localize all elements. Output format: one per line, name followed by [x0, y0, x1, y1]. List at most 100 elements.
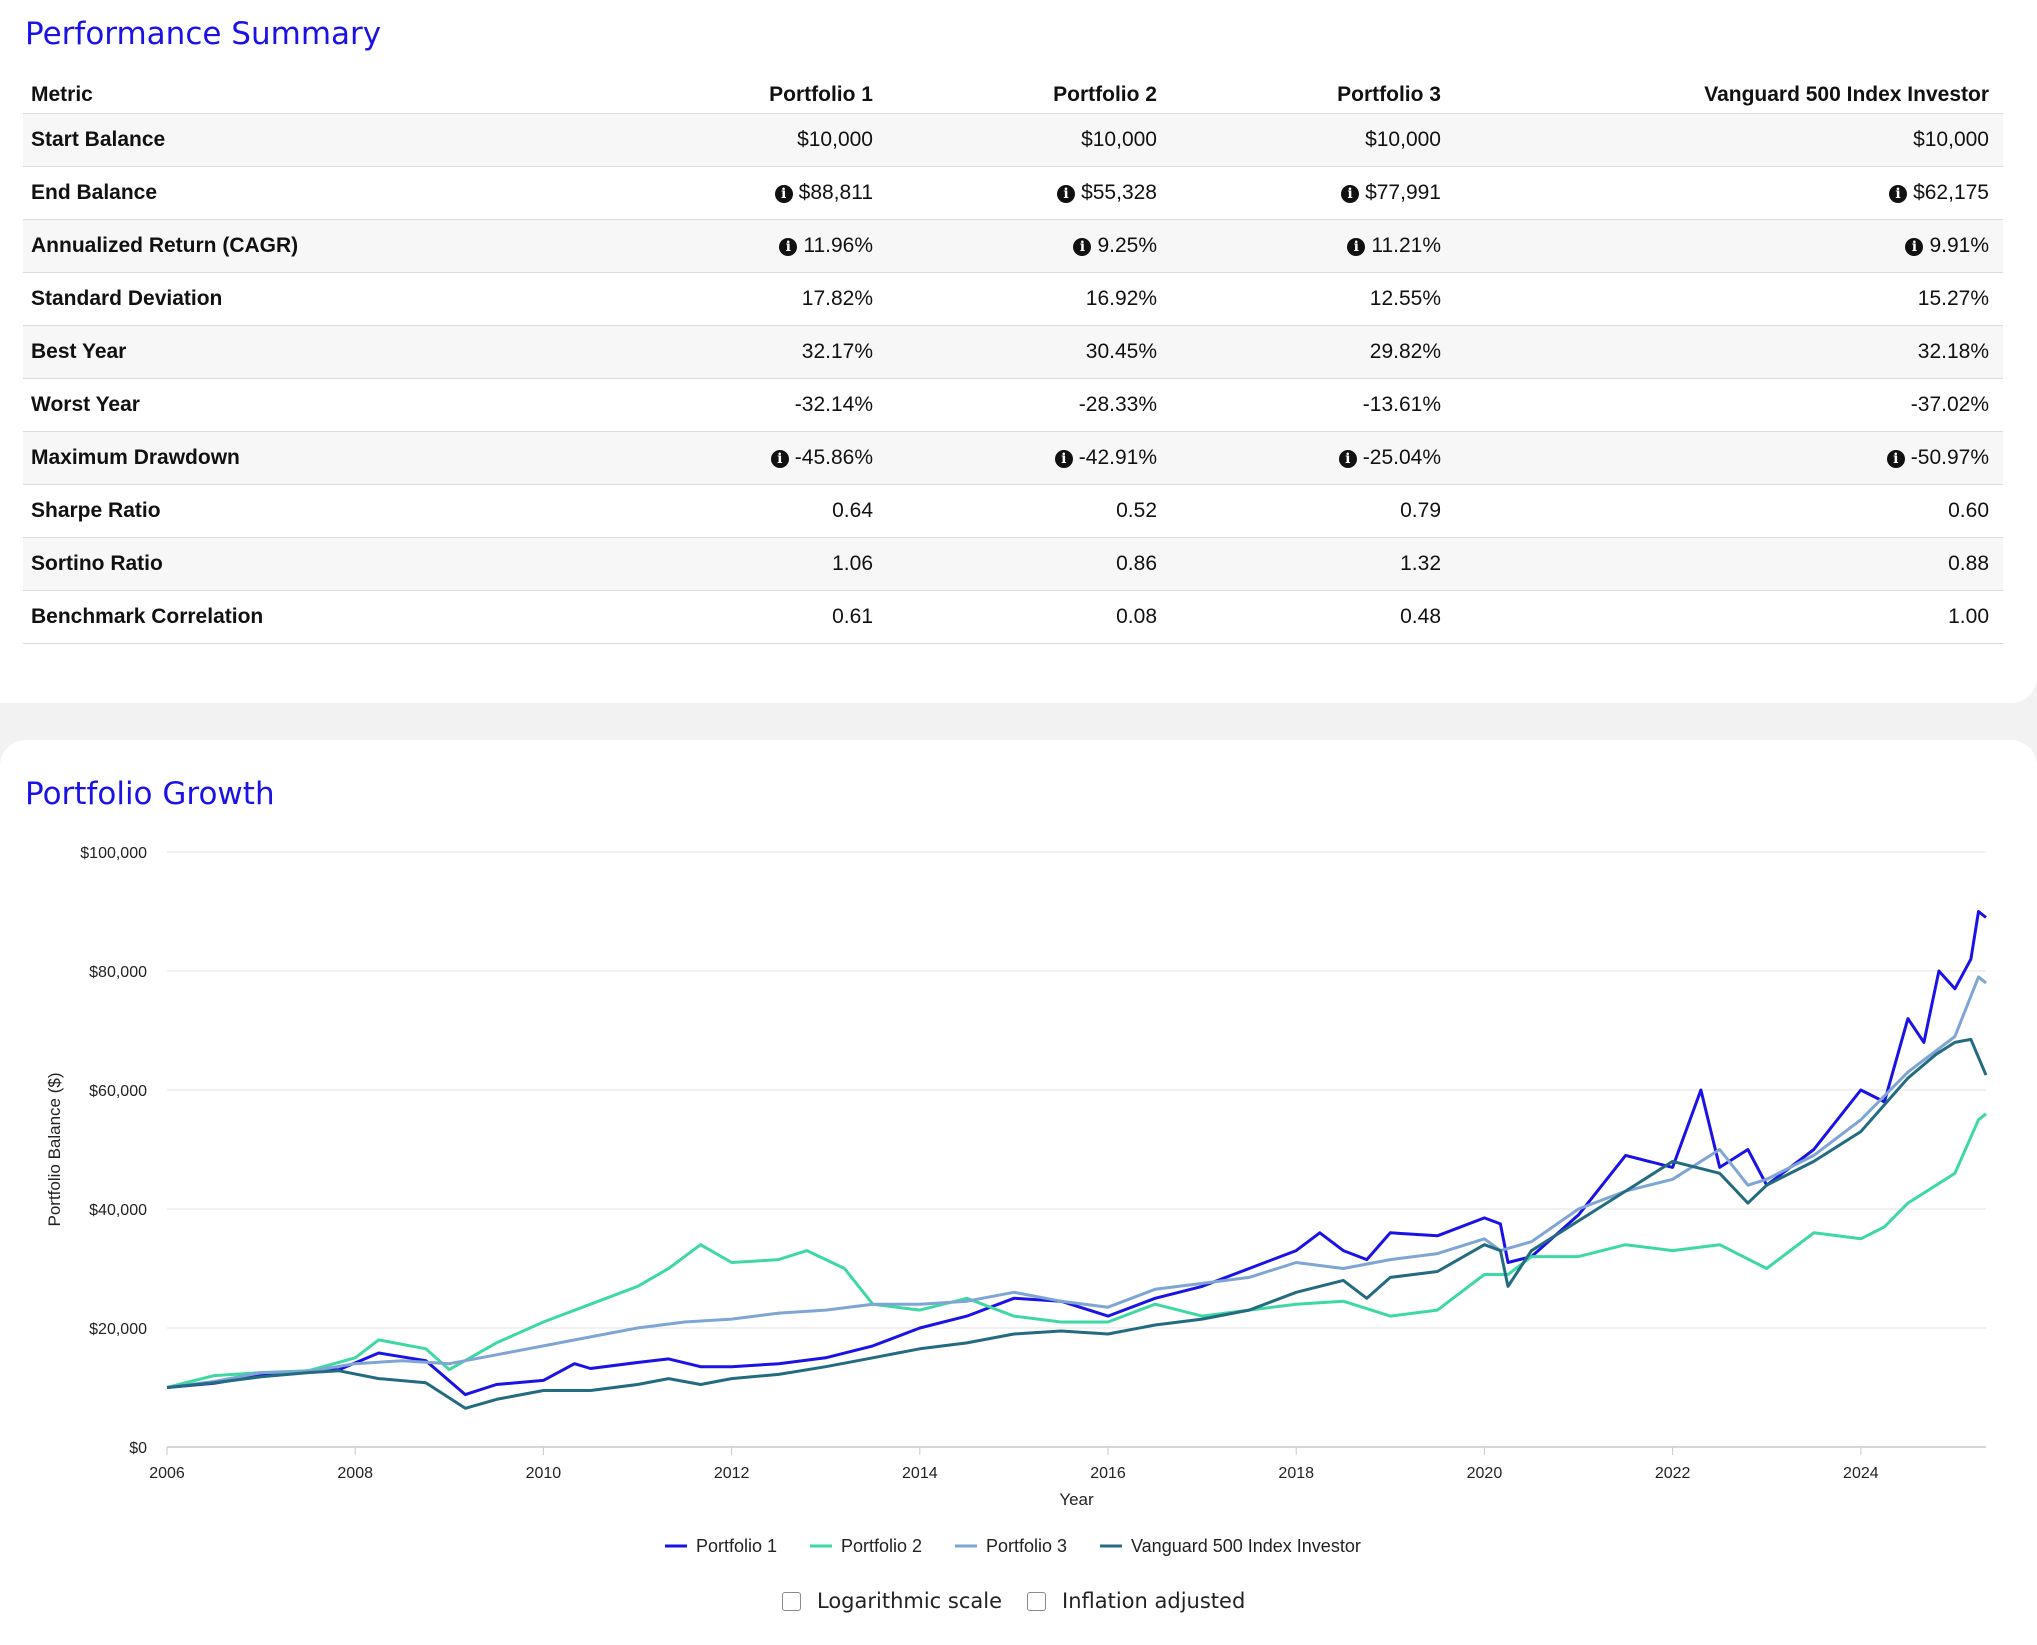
metric-value-portfolio-2: 30.45%: [887, 325, 1171, 379]
portfolio-growth-card: Portfolio Growth $0 $20,000 $40,000 $60,000…: [0, 740, 2037, 1645]
table-row: Maximum Drawdown i -45.86% i -42.91% i -25.04%…: [23, 431, 2003, 485]
metric-value-portfolio-2: 16.92%: [887, 272, 1171, 326]
metric-value-portfolio-3: 12.55%: [1171, 272, 1455, 326]
metric-value-portfolio-2: 0.08: [887, 590, 1171, 644]
info-circle-icon[interactable]: i: [1347, 238, 1366, 256]
logarithmic-scale-option[interactable]: Logarithmic scale: [782, 1589, 1002, 1613]
metric-name: Worst Year: [23, 378, 605, 432]
logarithmic-scale-checkbox[interactable]: [782, 1591, 801, 1611]
y-tick-label: $100,000: [80, 845, 147, 862]
table-row: Worst Year -32.14% -28.33% -13.61% -37.02%: [23, 378, 2003, 432]
metric-value-text: 0.60: [1948, 499, 1989, 522]
metric-value-portfolio-2: $10,000: [887, 113, 1171, 167]
metric-value-text: $62,175: [1913, 181, 1989, 204]
x-tick-label: 2024: [1843, 1465, 1879, 1482]
info-circle-icon[interactable]: i: [1889, 185, 1908, 203]
x-tick-label: 2020: [1467, 1465, 1503, 1482]
legend-label-portfolio-2: Portfolio 2: [841, 1536, 922, 1556]
metric-value-text: 1.32: [1400, 552, 1441, 575]
logarithmic-scale-label[interactable]: Logarithmic scale: [817, 1589, 1003, 1613]
x-tick-label: 2010: [526, 1465, 562, 1482]
table-row: Best Year 32.17% 30.45% 29.82% 32.18%: [23, 325, 2003, 379]
info-circle-icon[interactable]: i: [779, 238, 798, 256]
y-tick-label: $80,000: [89, 964, 147, 981]
portfolio-growth-title: Portfolio Growth: [25, 776, 275, 812]
metric-value-text: 9.91%: [1929, 234, 1989, 257]
info-circle-icon[interactable]: i: [1905, 238, 1924, 256]
info-circle-icon[interactable]: i: [1073, 238, 1092, 256]
metric-value-text: $88,811: [798, 181, 873, 204]
metric-value-portfolio-1: i 11.96%: [605, 219, 887, 273]
metric-name: Sortino Ratio: [23, 537, 605, 591]
series-line-portfolio-1: [166, 910, 1987, 1397]
metric-value-portfolio-3: 1.32: [1171, 537, 1455, 591]
metric-value-benchmark: 0.88: [1455, 537, 2003, 591]
info-circle-icon[interactable]: i: [1341, 185, 1360, 203]
y-axis-title: Portfolio Balance ($): [45, 1072, 64, 1226]
info-circle-icon[interactable]: i: [1057, 185, 1076, 203]
metric-value-text: 9.25%: [1097, 234, 1157, 257]
performance-summary-card: Performance Summary Metric Portfolio 1 P…: [0, 0, 2037, 703]
metric-value-benchmark: 32.18%: [1455, 325, 2003, 379]
metric-value-portfolio-1: 1.06: [605, 537, 887, 591]
metric-value-text: 12.55%: [1369, 287, 1441, 310]
metric-value-text: -50.97%: [1910, 446, 1989, 469]
info-circle-icon[interactable]: i: [1054, 450, 1073, 468]
info-circle-icon[interactable]: i: [770, 450, 789, 468]
metric-value-text: 0.61: [832, 605, 873, 628]
legend-label-vanguard-500-index-investor: Vanguard 500 Index Investor: [1131, 1536, 1361, 1556]
table-header-row: Metric Portfolio 1 Portfolio 2 Portfolio…: [23, 77, 2003, 114]
metric-value-text: -37.02%: [1910, 393, 1989, 416]
inflation-adjusted-checkbox[interactable]: [1027, 1591, 1046, 1611]
series-line-portfolio-2: [166, 1112, 1987, 1389]
metric-value-benchmark: 0.60: [1455, 484, 2003, 538]
metric-value-text: $10,000: [1913, 128, 1989, 151]
column-header-metric: Metric: [23, 77, 605, 114]
y-tick-label: $0: [129, 1440, 147, 1457]
metric-value-portfolio-1: 17.82%: [605, 272, 887, 326]
metric-value-benchmark: 15.27%: [1455, 272, 2003, 326]
metric-value-portfolio-2: i -42.91%: [887, 431, 1171, 485]
inflation-adjusted-option[interactable]: Inflation adjusted: [1027, 1589, 1245, 1613]
metric-value-benchmark: 1.00: [1455, 590, 2003, 644]
info-circle-icon[interactable]: i: [1338, 450, 1357, 468]
x-tick-label: 2018: [1278, 1465, 1314, 1482]
performance-summary-title: Performance Summary: [25, 16, 382, 52]
metric-value-text: $10,000: [1365, 128, 1441, 151]
y-tick-label: $20,000: [89, 1321, 147, 1338]
performance-summary-table: Metric Portfolio 1 Portfolio 2 Portfolio…: [23, 77, 2003, 644]
metric-value-portfolio-2: i $55,328: [887, 166, 1171, 220]
metric-value-benchmark: i 9.91%: [1455, 219, 2003, 273]
portfolio-growth-chart: $0 $20,000 $40,000 $60,000 $80,000 $100,000 20…: [45, 845, 1988, 1556]
metric-value-portfolio-1: -32.14%: [605, 378, 887, 432]
metric-value-text: 0.86: [1116, 552, 1157, 575]
info-circle-icon[interactable]: i: [1886, 450, 1905, 468]
column-header-portfolio-1: Portfolio 1: [605, 77, 887, 114]
table-row: Standard Deviation 17.82% 16.92% 12.55% 15.2…: [23, 272, 2003, 326]
metric-value-text: 1.00: [1948, 605, 1989, 628]
info-circle-icon[interactable]: i: [774, 185, 793, 203]
metric-name: Best Year: [23, 325, 605, 379]
metric-value-benchmark: i $62,175: [1455, 166, 2003, 220]
x-tick-label: 2012: [714, 1465, 750, 1482]
metric-value-portfolio-1: i $88,811: [605, 166, 887, 220]
metric-value-text: 0.64: [832, 499, 873, 522]
metric-value-portfolio-1: 32.17%: [605, 325, 887, 379]
metric-value-text: 0.52: [1116, 499, 1157, 522]
x-tick-label: 2016: [1090, 1465, 1126, 1482]
y-tick-label: $60,000: [89, 1083, 147, 1100]
series-line-vanguard-500-index-investor: [166, 1037, 1988, 1410]
metric-value-portfolio-3: 0.48: [1171, 590, 1455, 644]
metric-value-text: 11.96%: [803, 234, 873, 257]
metric-value-text: 0.79: [1400, 499, 1441, 522]
inflation-adjusted-label[interactable]: Inflation adjusted: [1062, 1589, 1246, 1613]
x-tick-label: 2014: [902, 1465, 938, 1482]
x-tick-label: 2008: [337, 1465, 373, 1482]
metric-value-text: $10,000: [797, 128, 873, 151]
metric-value-text: 0.48: [1400, 605, 1441, 628]
metric-value-portfolio-2: -28.33%: [887, 378, 1171, 432]
metric-name: Standard Deviation: [23, 272, 605, 326]
x-tick-label: 2022: [1655, 1465, 1691, 1482]
table-row: Annualized Return (CAGR) i 11.96% i 9.25% i 11…: [23, 219, 2003, 273]
metric-value-text: -28.33%: [1078, 393, 1157, 416]
